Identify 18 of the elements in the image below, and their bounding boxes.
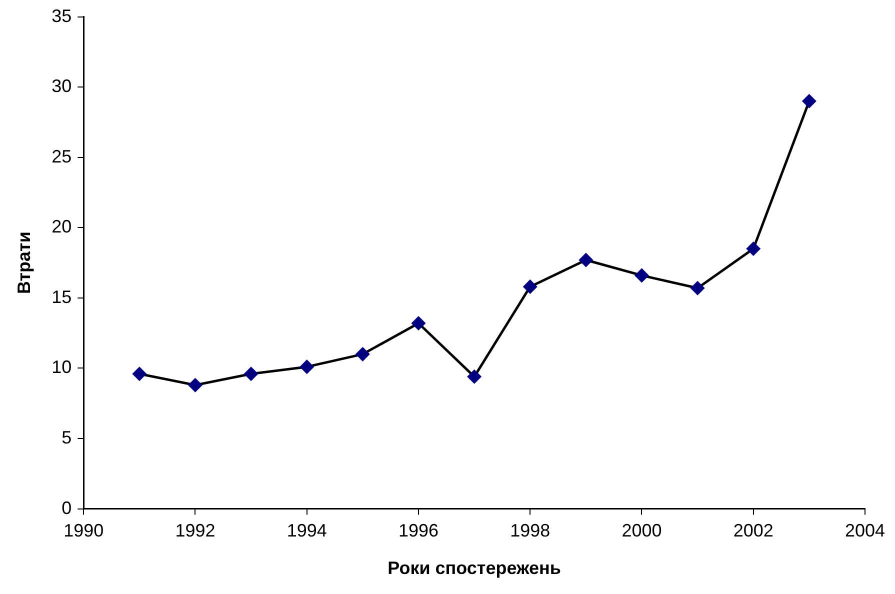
y-tick-label: 20 — [52, 216, 72, 237]
y-axis-title: Втрати — [14, 232, 34, 294]
x-tick-label: 1994 — [286, 520, 327, 541]
y-tick-label: 15 — [52, 286, 72, 307]
y-tick-label: 25 — [52, 146, 72, 166]
y-tick-label: 30 — [52, 76, 72, 96]
x-tick-label: 1996 — [398, 520, 439, 541]
y-tick-label: 10 — [52, 357, 72, 378]
x-tick-label: 1998 — [510, 520, 550, 541]
x-tick-label: 2002 — [733, 520, 774, 541]
x-axis-title: Роки спостережень — [388, 558, 561, 578]
x-tick-label: 2000 — [622, 520, 662, 541]
x-tick-label: 2004 — [844, 520, 886, 541]
x-tick-label: 1990 — [64, 520, 104, 541]
y-tick-label: 0 — [62, 498, 72, 518]
x-tick-label: 1992 — [175, 520, 216, 541]
y-tick-label: 5 — [62, 427, 72, 448]
y-tick-label: 35 — [52, 6, 72, 26]
